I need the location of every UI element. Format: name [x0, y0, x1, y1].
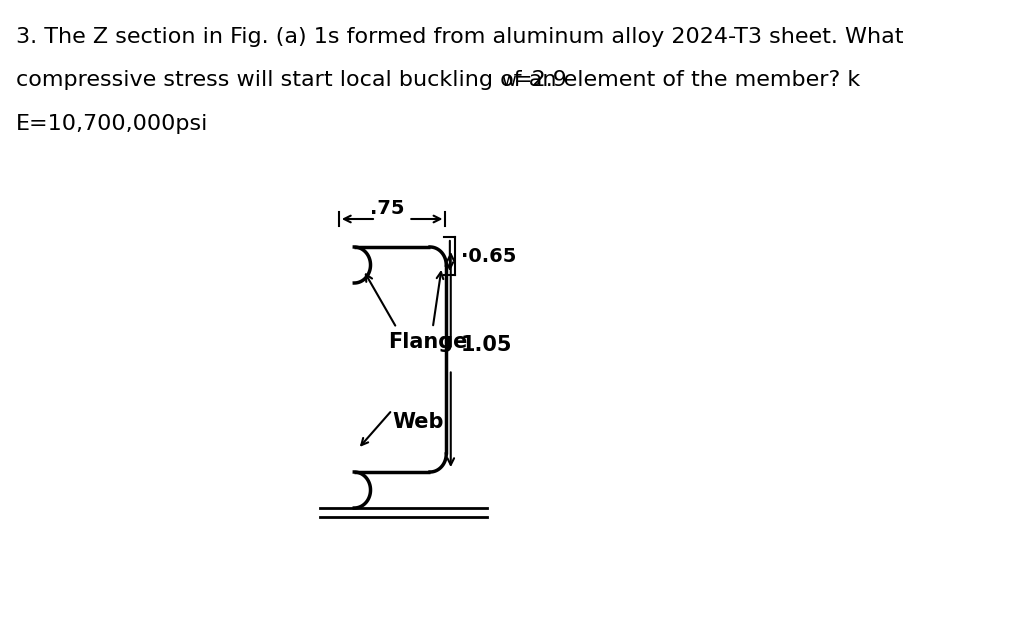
Text: Flange: Flange [388, 332, 467, 352]
Text: Web: Web [392, 412, 444, 432]
Text: ·0.65: ·0.65 [460, 246, 516, 265]
Text: w: w [501, 72, 516, 90]
Text: .75: .75 [370, 199, 405, 218]
Text: E=10,700,000psi: E=10,700,000psi [17, 114, 208, 134]
Text: 1.05: 1.05 [460, 334, 512, 355]
Text: 3. The Z section in Fig. (a) 1s formed from aluminum alloy 2024-T3 sheet. What: 3. The Z section in Fig. (a) 1s formed f… [17, 27, 904, 47]
Text: compressive stress will start local buckling of an element of the member? k: compressive stress will start local buck… [17, 70, 861, 90]
Text: =2.9: =2.9 [514, 70, 568, 90]
